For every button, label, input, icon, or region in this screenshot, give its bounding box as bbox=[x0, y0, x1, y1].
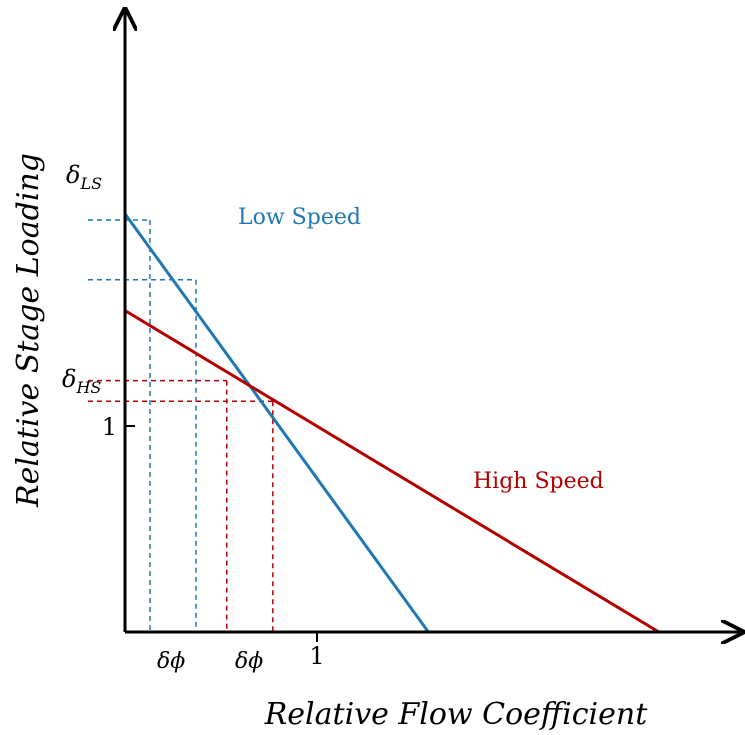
series-line-high-speed bbox=[124, 309, 660, 634]
delta-hs-symbol: δ bbox=[62, 365, 76, 393]
annotation-guides bbox=[88, 219, 274, 632]
series-label-low-speed: Low Speed bbox=[238, 205, 361, 230]
y-axis-title: Relative Stage Loading bbox=[11, 153, 46, 508]
series-label-high-speed: High Speed bbox=[473, 469, 604, 494]
delta-phi-label-left: δϕ bbox=[157, 649, 185, 674]
x-axis-title: Relative Flow Coefficient bbox=[264, 697, 648, 732]
x-tick-label: 1 bbox=[309, 642, 324, 670]
delta-hs-subscript: HS bbox=[75, 378, 101, 397]
delta-ls-subscript: LS bbox=[79, 174, 102, 193]
y-tick-label: 1 bbox=[102, 413, 117, 441]
ticks: 11 bbox=[102, 413, 325, 670]
delta-phi-label-right: δϕ bbox=[235, 649, 263, 674]
delta-ls-label: δLS bbox=[66, 161, 102, 193]
delta-hs-label: δHS bbox=[62, 365, 101, 397]
delta-ls-symbol: δ bbox=[66, 161, 80, 189]
series-lines bbox=[123, 212, 660, 634]
series-line-low-speed bbox=[123, 212, 430, 633]
